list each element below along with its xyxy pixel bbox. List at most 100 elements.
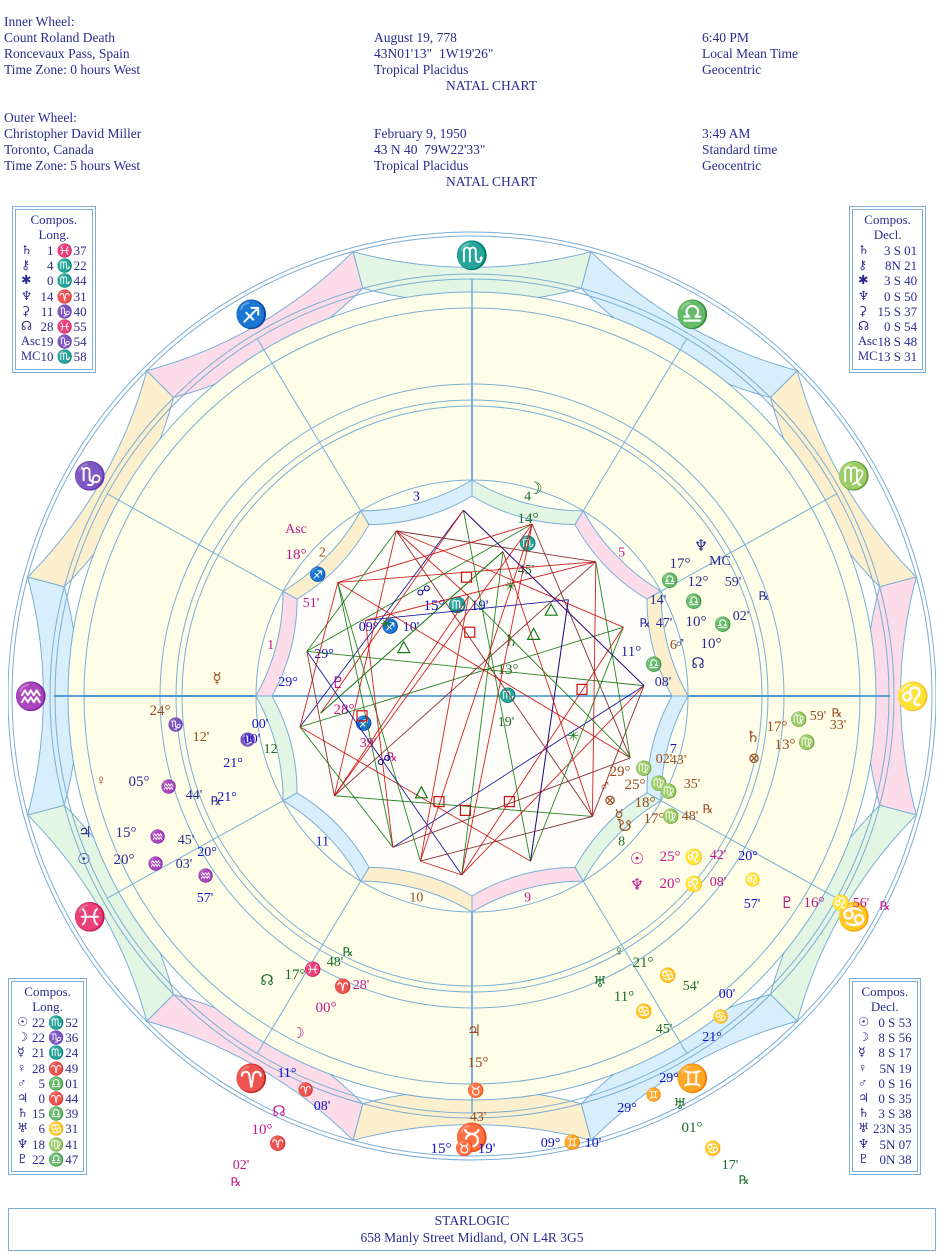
zodiac-ring-inner [49, 273, 895, 1119]
neptune-glyph-icon: ♆ [17, 1136, 29, 1151]
zodiac-glyph-gemini-icon: ♊ [676, 1062, 710, 1093]
declination-value: 0 S 16 [878, 1075, 912, 1091]
aspect-trine-icon [526, 627, 541, 640]
aspect-line [320, 551, 504, 714]
south-node-outer-minute: 02' [233, 1158, 250, 1173]
table-row: MC 13 S 31 [858, 349, 917, 364]
house-cusp-5-minute: 00' [719, 987, 736, 1002]
neptune-glyph-icon: ♆ [858, 1136, 870, 1151]
sign-glyph-icon: ♑ [48, 1030, 65, 1046]
ceres-glyph-icon: ⚷ [21, 258, 31, 273]
venus2-glyph-icon: ♀ [613, 944, 624, 960]
table-row: ♀ 5N 19 [858, 1061, 912, 1076]
mercury-glyph-icon: ☿ [858, 1045, 866, 1060]
chiron-glyph-icon: ♄ [21, 243, 33, 257]
house-cusp-11-minute: 00' [244, 732, 261, 747]
aspect-line [463, 509, 645, 687]
sun-inner-sign-icon: ♒ [148, 856, 164, 871]
pluto-retrograde-icon: ℞ [387, 750, 398, 764]
table-row: ⚷ 4 ♏ 22 [21, 258, 87, 273]
mercury2-degree: 18° [635, 795, 656, 811]
mercury-inner-sign-icon: ♑ [168, 717, 184, 732]
aspect-square-icon [503, 795, 515, 808]
mars-outer-sign-icon: ♎ [714, 616, 731, 633]
mc-degree: 12° [688, 574, 709, 590]
minute-value: 58 [73, 349, 87, 365]
pluto2-sign-icon: ♌ [832, 894, 851, 912]
zodiac-glyph-leo-icon: ♌ [896, 680, 930, 711]
aspect-sextile-icon: ✳ [505, 580, 517, 595]
pof-outer-sign-icon: ♍ [798, 734, 815, 751]
aspect-line [365, 561, 596, 621]
house-cusp-8-sign-icon: ♎ [645, 656, 662, 673]
degree-value: 15 [32, 1106, 45, 1122]
outer-wheel-label: Outer Wheel: [4, 110, 77, 125]
moon2-minute: 28' [353, 978, 370, 993]
inner-place: Roncevaux Pass, Spain [4, 46, 130, 61]
pluto-glyph-icon: ♇ [858, 1151, 870, 1166]
house-cusp-line-outer-9 [671, 1028, 688, 1054]
mars-outer-minute: 47' [656, 616, 673, 631]
sign-glyph-icon: ♏ [56, 273, 73, 289]
table-row: ♄ 3 S 38 [858, 1106, 912, 1121]
house-cusp-line-2 [132, 507, 298, 600]
moon2-glyph-icon: ☽ [291, 1026, 304, 1042]
box-title-line2: Decl. [873, 226, 902, 242]
declination-value: 0 S 53 [878, 1015, 912, 1030]
table-row: ☊ 0 S 54 [858, 319, 917, 334]
zodiac-glyph-aries-icon: ♈ [235, 1062, 269, 1093]
sign-glyph-icon: ♎ [48, 1075, 65, 1091]
venus-retrograde-icon: ℞ [211, 794, 222, 808]
aspect-line [334, 523, 533, 797]
degree-value: 0 [46, 273, 54, 289]
saturn-glyph-icon: ♄ [17, 1106, 29, 1121]
house-cusp-5-degree: 21° [702, 1030, 722, 1045]
uranus-inner-minute: 45' [656, 1022, 673, 1037]
declination-value: 15 S 37 [877, 303, 918, 319]
aspect-line [591, 561, 597, 817]
snode-inner-minute: 48' [682, 809, 699, 824]
minute-value: 47 [65, 1151, 79, 1167]
house-number-6: 6 [670, 638, 677, 653]
uranus-outer-glyph-icon: ♅ [673, 1097, 686, 1113]
pluto2-glyph-icon: ♇ [780, 895, 794, 912]
node-retrograde-icon: ℞ [343, 945, 354, 959]
pluto-outer-glyph-icon: ♇ [331, 675, 345, 692]
table-row: ♂ 5 ♎ 01 [17, 1076, 78, 1091]
outer-coords: 43 N 40 79W22'33" [374, 142, 486, 157]
north-node-outer-glyph-icon: ☊ [691, 656, 704, 672]
inner-coords: 43N01'13" 1W19'26" [374, 46, 494, 61]
box-title-line1: Compos. [864, 212, 911, 227]
house-cusp-2-minute: 08' [314, 1099, 331, 1114]
house-cusp-line-outer-8 [811, 883, 837, 899]
pof-outer-degree: 13° [775, 737, 796, 753]
table-row: ♆ 5N 07 [858, 1137, 912, 1152]
table-row: ♇ 0N 38 [858, 1152, 912, 1167]
venus-inner-sign-icon: ♒ [161, 779, 177, 794]
mars-retrograde-icon: ℞ [640, 616, 651, 630]
house-cusp-12-sign-icon: ♒ [198, 868, 214, 883]
venus-inner-glyph-icon: ♀ [95, 773, 106, 789]
table-row: ⚳ 15 S 37 [858, 304, 917, 319]
aspect-square-icon [356, 710, 368, 722]
aspect-line [299, 582, 339, 728]
sign-glyph-icon: ♈ [48, 1060, 65, 1076]
box-title-line1: Compos. [24, 984, 71, 999]
snode-inner-retrograde-icon: ℞ [703, 802, 714, 816]
neptune-outer-glyph-icon: ♆ [694, 538, 708, 555]
composite-longitude-table-top: ♄ 1 ♓ 37 ⚷ 4 ♏ 22 ✱ 0 ♏ 44 ♆ 14 ♈ 31 ⚳ 11 ♑ 40 ☊ 28 ♓ 55 Asc 19 ♑ 5… [21, 243, 87, 365]
degree-value: 4 [46, 258, 54, 274]
pallas-glyph-icon: ✱ [21, 273, 32, 288]
venus-inner-degree: 05° [129, 774, 150, 790]
aspect-line [320, 509, 464, 714]
house-number-2: 2 [319, 545, 326, 560]
outer-center: Geocentric [702, 158, 762, 173]
aspect-line [364, 620, 394, 848]
uranus-outer-sign-icon: ♋ [704, 1140, 721, 1157]
aspect-line [419, 523, 533, 862]
aspect-square-icon [576, 683, 588, 695]
zodiac-glyph-taurus-icon: ♉ [455, 1121, 489, 1152]
composite-longitude-box-bottom: Compos. Long. ☉ 22 ♏ 52 ☽ 22 ♑ 36 ☿ 21 ♏ 24 ♀ 28 ♈ 49 ♂ 5… [8, 978, 88, 1176]
declination-value: 3 S 40 [883, 273, 918, 289]
